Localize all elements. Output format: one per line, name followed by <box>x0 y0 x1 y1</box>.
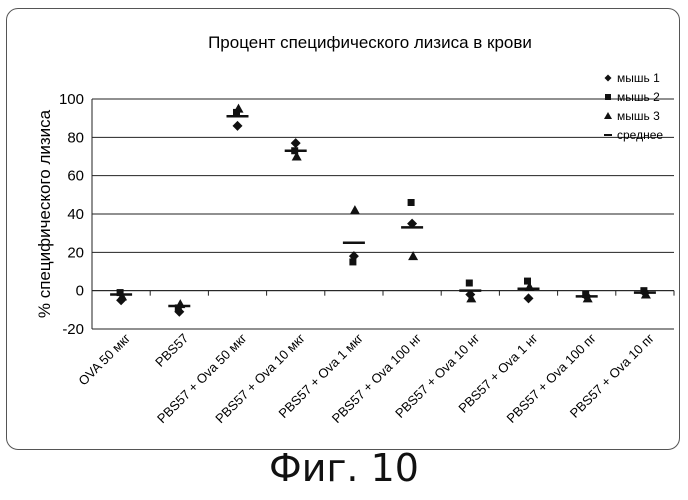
legend-label: мышь 2 <box>617 90 660 104</box>
figure-caption: Фиг. 10 <box>0 446 688 490</box>
legend-marker <box>605 94 611 100</box>
y-tick-label: 80 <box>67 129 84 146</box>
triangle-point <box>350 205 360 214</box>
diamond-point <box>233 121 243 131</box>
y-tick-label: 40 <box>67 206 84 223</box>
y-tick-label: -20 <box>62 321 84 338</box>
x-category-label: PBS57 <box>152 331 191 370</box>
y-tick-label: 0 <box>76 283 84 300</box>
legend-label: среднее <box>617 128 663 142</box>
legend-label: мышь 1 <box>617 71 660 85</box>
y-tick-label: 20 <box>67 244 84 261</box>
chart-title: Процент специфического лизиса в крови <box>208 33 532 52</box>
triangle-point <box>234 104 244 113</box>
legend-marker <box>605 75 612 82</box>
y-axis-label: % специфического лизиса <box>35 109 54 318</box>
y-tick-label: 60 <box>67 168 84 185</box>
diamond-point <box>524 293 534 303</box>
y-tick-label: 100 <box>59 91 84 108</box>
square-point <box>408 199 415 206</box>
x-category-label: OVA 50 мкг <box>75 330 133 388</box>
square-point <box>466 280 473 287</box>
legend-label: мышь 3 <box>617 109 660 123</box>
square-point <box>349 258 356 265</box>
specific-lysis-chart: Процент специфического лизиса в крови -20… <box>0 0 688 446</box>
diamond-point <box>291 138 301 148</box>
legend-marker <box>604 112 612 119</box>
